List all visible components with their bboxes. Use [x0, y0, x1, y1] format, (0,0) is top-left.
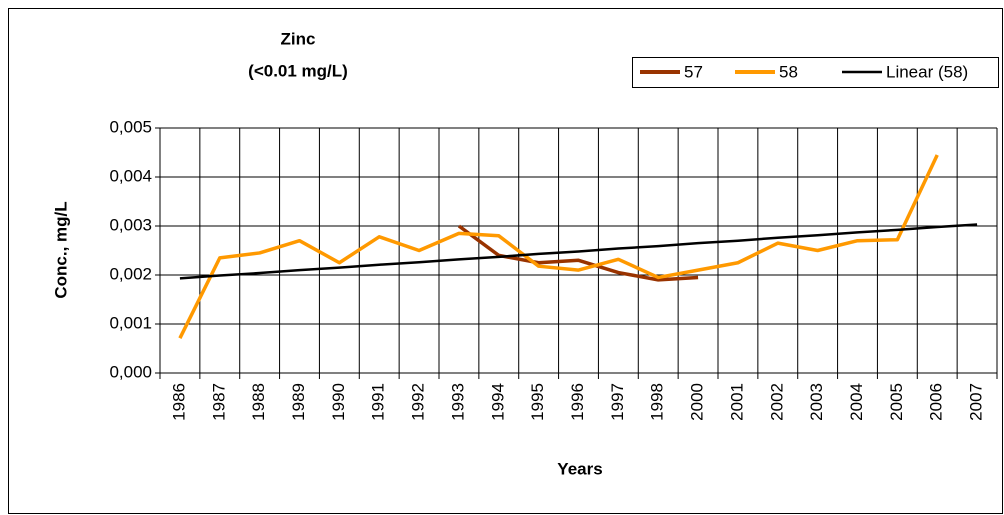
x-tick-label: 2002	[767, 383, 786, 421]
x-tick-label: 1992	[409, 383, 428, 421]
legend-label: 57	[684, 62, 703, 81]
x-tick-label: 2005	[887, 383, 906, 421]
x-tick-label: 1987	[209, 383, 228, 421]
series-line	[457, 224, 699, 282]
x-axis-label: Years	[557, 459, 602, 478]
x-tick-label: 1988	[249, 383, 268, 421]
x-tick-label: 2004	[847, 383, 866, 421]
x-tick-label: 2000	[688, 383, 707, 421]
x-tick-label: 2001	[727, 383, 746, 421]
chart-border	[8, 8, 1003, 514]
x-tick-label: 1986	[169, 383, 188, 421]
y-tick-label: 0,001	[109, 313, 152, 332]
legend-label: 58	[779, 62, 798, 81]
x-tick-label: 1996	[568, 383, 587, 421]
chart-title: Zinc	[281, 29, 316, 48]
x-tick-label: 2007	[967, 383, 986, 421]
y-axis-label: Conc., mg/L	[51, 201, 70, 298]
y-tick-label: 0,005	[109, 117, 152, 136]
x-tick-label: 1995	[528, 383, 547, 421]
x-tick-label: 1994	[488, 383, 507, 421]
x-tick-label: 2006	[927, 383, 946, 421]
y-tick-label: 0,004	[109, 166, 152, 185]
y-tick-label: 0,003	[109, 215, 152, 234]
series-line	[178, 154, 939, 339]
legend-label: Linear (58)	[886, 62, 968, 81]
y-tick-label: 0,002	[109, 264, 152, 283]
x-tick-label: 1997	[608, 383, 627, 421]
x-tick-label: 2003	[807, 383, 826, 421]
x-tick-label: 1991	[369, 383, 388, 421]
series-line	[179, 223, 978, 280]
x-tick-label: 1993	[448, 383, 467, 421]
x-tick-label: 1998	[648, 383, 667, 421]
chart-subtitle: (<0.01 mg/L)	[248, 61, 348, 80]
y-tick-label: 0,000	[109, 362, 152, 381]
x-tick-label: 1989	[289, 383, 308, 421]
legend-box	[632, 57, 999, 88]
x-tick-label: 1990	[329, 383, 348, 421]
